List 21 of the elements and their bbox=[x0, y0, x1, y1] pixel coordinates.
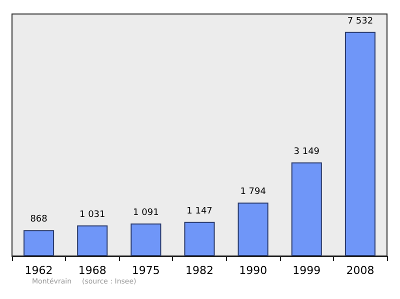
data-label: 7 532 bbox=[347, 16, 374, 26]
data-label: 1 147 bbox=[186, 206, 212, 216]
x-tick-label: 1975 bbox=[132, 264, 160, 277]
data-label: 3 149 bbox=[294, 146, 320, 157]
data-label: 1 031 bbox=[79, 210, 106, 220]
data-label: 868 bbox=[30, 214, 48, 225]
data-label: 1 091 bbox=[133, 208, 159, 218]
x-tick-label: 2008 bbox=[346, 264, 374, 277]
bar bbox=[184, 222, 215, 256]
x-tick-label: 1962 bbox=[24, 264, 53, 277]
bar bbox=[238, 202, 268, 256]
bar bbox=[344, 32, 376, 256]
data-label: 1 794 bbox=[240, 187, 266, 198]
bar bbox=[130, 224, 162, 256]
bar bbox=[77, 225, 108, 256]
bar bbox=[24, 230, 54, 256]
x-tick-label: 1968 bbox=[78, 264, 106, 277]
bar bbox=[291, 162, 322, 256]
x-tick-label: 1990 bbox=[239, 264, 268, 277]
x-tick-label: 1982 bbox=[186, 264, 214, 277]
x-tick-label: 1999 bbox=[292, 264, 321, 277]
